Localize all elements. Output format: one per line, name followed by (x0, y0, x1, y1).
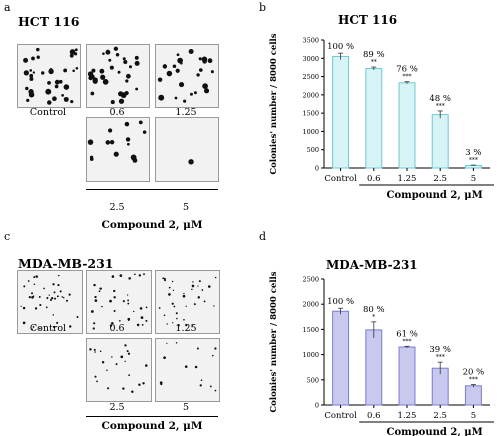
chart-title: HCT 116 (338, 13, 397, 27)
percent-label: 39 % (429, 345, 451, 355)
percent-label: 48 % (429, 94, 451, 104)
colony-plate (87, 118, 149, 181)
image-label-mda-0-6: 0.6 (109, 323, 125, 334)
group-underline-a (86, 189, 218, 190)
x-tick-label: 0.6 (367, 174, 381, 184)
panel-letter-b: b (259, 1, 267, 14)
colony-image-hct-1-25 (155, 44, 219, 108)
colony-image-mda-control (17, 270, 83, 334)
panel-letter-a: a (4, 1, 11, 14)
significance-label: *** (469, 377, 478, 384)
x-tick-label: 5 (471, 174, 476, 184)
bar (431, 114, 449, 169)
x-tick-label: Control (324, 174, 357, 184)
image-label-mda-5: 5 (182, 402, 190, 413)
colony-image-hct-2-5 (86, 117, 150, 182)
x-tick-label: 1.25 (398, 411, 417, 421)
x-tick-label: 0.6 (367, 411, 381, 421)
y-axis-label: Colonies' number / 8000 cells (269, 271, 279, 412)
image-label-hct-1-25: 1.25 (175, 107, 197, 118)
y-tick-label: 1500 (302, 326, 319, 334)
group-underline-c (86, 416, 218, 417)
y-tick-label: 2500 (302, 73, 319, 81)
y-tick-label: 500 (307, 376, 319, 384)
percent-label: 80 % (363, 305, 385, 315)
bar (398, 82, 416, 169)
colony-image-mda-2-5 (86, 338, 152, 402)
colony-plate (87, 339, 151, 401)
y-tick-label: 2000 (302, 301, 319, 309)
colony-plate (156, 339, 219, 401)
significance-label: * (372, 314, 375, 321)
panel-c-title: MDA-MB-231 (18, 256, 114, 271)
image-label-hct-2-5: 2.5 (109, 202, 125, 213)
percent-label: 20 % (463, 368, 485, 378)
significance-label: *** (436, 354, 445, 361)
bar (464, 385, 482, 406)
colony-image-mda-1-25 (155, 270, 220, 334)
y-tick-label: 500 (307, 146, 319, 154)
bar (332, 310, 350, 406)
image-label-hct-5: 5 (182, 202, 190, 213)
panel-letter-c: c (4, 230, 11, 243)
y-tick-label: 3000 (302, 55, 319, 63)
y-axis-label: Colonies' number / 8000 cells (269, 33, 279, 174)
group-label-a: Compound 2, μM (101, 219, 203, 231)
image-label-mda-1-25: 1.25 (175, 323, 197, 334)
image-label-mda-control: Control (29, 323, 67, 334)
colony-image-hct-5 (155, 117, 219, 182)
y-tick-label: 1500 (302, 110, 319, 118)
x-tick-label: 5 (471, 411, 476, 421)
bar (398, 346, 416, 406)
colony-image-mda-5 (155, 338, 220, 402)
colony-plate (156, 45, 218, 107)
colony-plate (18, 271, 82, 333)
colony-plate (156, 118, 218, 181)
y-tick-label: 1000 (302, 351, 319, 359)
percent-label: 3 % (465, 148, 481, 158)
image-label-hct-control: Control (29, 107, 67, 118)
percent-label: 100 % (327, 42, 354, 52)
bar (365, 329, 383, 406)
colony-plate (156, 271, 219, 333)
bar (464, 164, 482, 169)
significance-label: *** (469, 157, 478, 164)
x-tick-label: Control (324, 411, 357, 421)
x-tick-label: 2.5 (433, 174, 447, 184)
y-tick-label: 2500 (302, 276, 319, 284)
y-tick-label: 0 (315, 165, 319, 173)
image-label-hct-0-6: 0.6 (109, 107, 125, 118)
percent-label: 76 % (396, 65, 418, 75)
x-axis-label: Compound 2, μM (386, 427, 482, 436)
y-tick-label: 1000 (302, 128, 319, 136)
bar (332, 55, 350, 169)
colony-plate (18, 45, 80, 107)
bar-chart-mda-mb-231: 0 500 1000 1500 2000 2500 MDA-MB-231 Colonies' … (269, 258, 494, 436)
colony-plate (87, 271, 151, 333)
panel-a-title: HCT 116 (18, 14, 80, 29)
percent-label: 89 % (363, 50, 385, 60)
colony-plate (87, 45, 149, 107)
significance-label: *** (436, 103, 445, 110)
y-tick-label: 3500 (302, 37, 319, 45)
panel-letter-d: d (259, 230, 267, 243)
y-tick-label: 2000 (302, 91, 319, 99)
colony-image-mda-0-6 (86, 270, 152, 334)
colony-image-hct-0-6 (86, 44, 150, 108)
colony-image-hct-control (17, 44, 81, 108)
bar-chart-hct116: 0 500 1000 1500 2000 2500 3000 3500 HCT 116 Colon… (269, 13, 494, 201)
percent-label: 100 % (327, 297, 354, 307)
x-tick-label: 1.25 (398, 174, 417, 184)
x-axis-label: Compound 2, μM (386, 190, 482, 201)
significance-label: *** (403, 338, 412, 345)
image-label-mda-2-5: 2.5 (109, 402, 125, 413)
bar (365, 68, 383, 169)
percent-label: 61 % (396, 329, 418, 339)
significance-label: *** (403, 74, 412, 81)
x-tick-label: 2.5 (433, 411, 447, 421)
y-tick-label: 0 (315, 402, 319, 410)
chart-title: MDA-MB-231 (326, 258, 418, 272)
group-label-c: Compound 2, μM (101, 420, 203, 432)
significance-label: ** (371, 59, 377, 66)
